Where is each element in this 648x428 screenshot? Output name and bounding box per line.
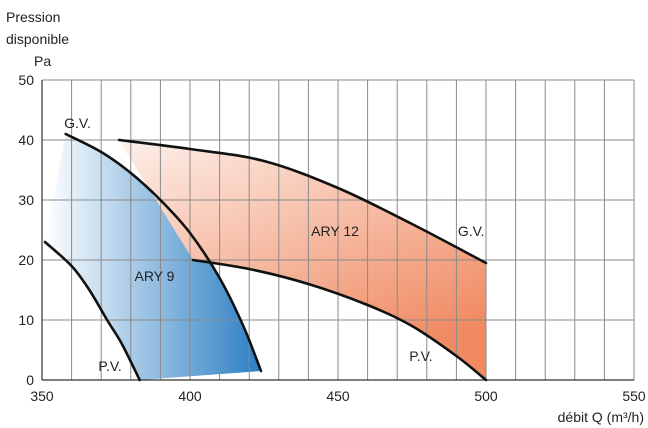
curve-label: G.V. (64, 115, 91, 131)
ary12-gv-curve (117, 138, 488, 265)
y-axis-unit: Pa (34, 53, 51, 69)
ary12-pv-curve (191, 258, 488, 382)
y-tick-label: 30 (18, 192, 34, 208)
y-tick-label: 40 (18, 132, 34, 148)
x-tick-label: 350 (30, 388, 54, 404)
ary9-gv-curve (64, 132, 263, 373)
curve-label: P.V. (98, 358, 121, 374)
y-axis-label-line2: disponible (6, 31, 69, 47)
x-tick-label: 450 (326, 388, 350, 404)
curve-fills (45, 134, 486, 380)
y-axis-label-line1: Pression (6, 9, 60, 25)
tick-labels: 350 400 450 500 550 0 10 20 30 40 50 (18, 72, 645, 404)
y-tick-label: 20 (18, 252, 34, 268)
curve-label: P.V. (409, 348, 432, 364)
ary9-pv-curve (43, 240, 141, 382)
fan-curves (43, 132, 488, 382)
annotations: G.V. ARY 9 P.V. ARY 12 G.V. P.V. (64, 115, 484, 374)
x-tick-label: 400 (178, 388, 202, 404)
curve-label: ARY 12 (311, 223, 359, 239)
y-tick-label: 10 (18, 312, 34, 328)
curve-label: G.V. (458, 223, 485, 239)
ary9-area (45, 134, 261, 380)
x-axis-label: débit Q (m³/h) (558, 409, 644, 425)
x-tick-label: 550 (622, 388, 646, 404)
y-tick-label: 0 (26, 372, 34, 388)
x-tick-label: 500 (474, 388, 498, 404)
curve-label: ARY 9 (134, 268, 174, 284)
y-tick-label: 50 (18, 72, 34, 88)
